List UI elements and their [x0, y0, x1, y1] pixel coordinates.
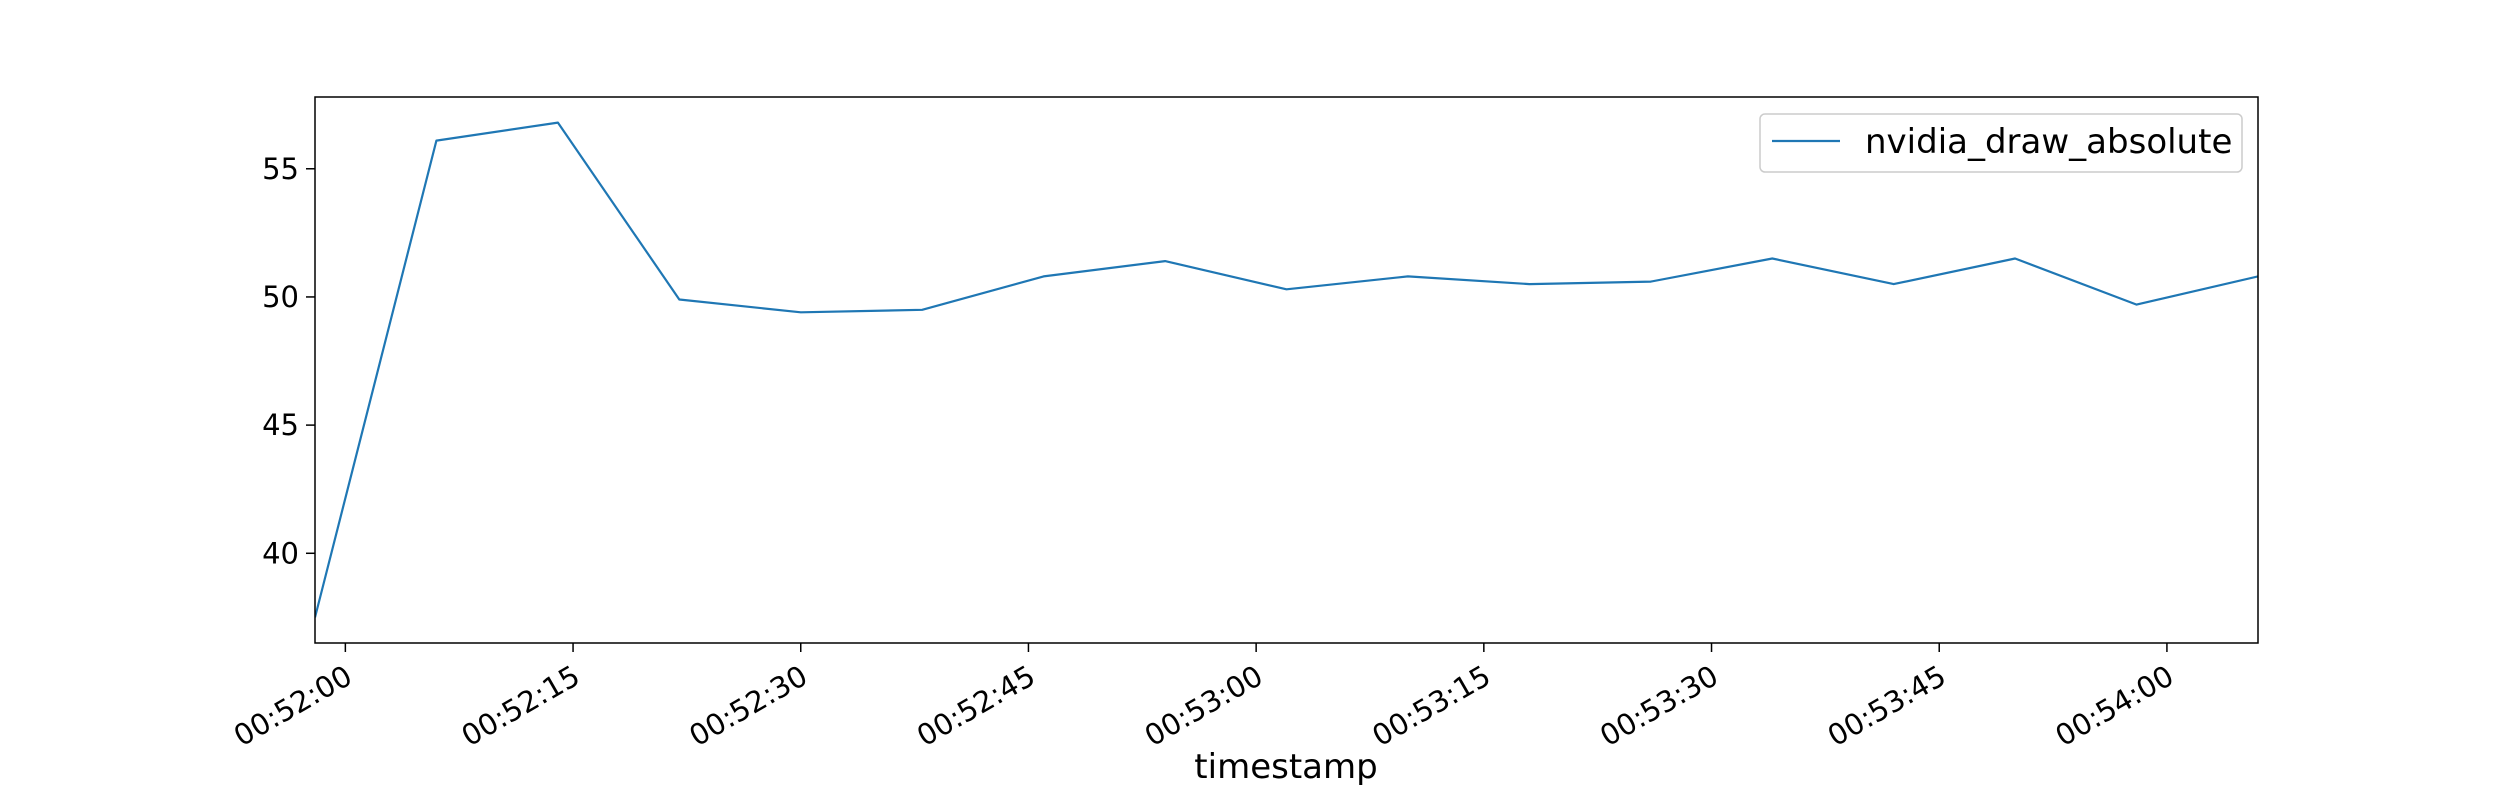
x-tick-label-00-54-00: 00:54:00	[2049, 658, 2179, 753]
legend-label-nvidia-draw-absolute: nvidia_draw_absolute	[1865, 122, 2232, 162]
x-tick-label-00-53-45: 00:53:45	[1822, 658, 1952, 753]
x-axis-label: timestamp	[1194, 747, 1377, 787]
x-tick-label-00-52-45: 00:52:45	[911, 658, 1041, 753]
y-tick-label-45: 45	[262, 408, 299, 442]
plot-frame	[314, 96, 2259, 644]
series-layer	[315, 121, 2258, 618]
x-tick-label-00-53-00: 00:53:00	[1139, 658, 1269, 753]
y-tick-label-40: 40	[262, 536, 299, 570]
y-tick-label-55: 55	[262, 152, 299, 186]
x-tick-label-00-52-15: 00:52:15	[456, 658, 586, 753]
legend-box	[1759, 113, 2243, 173]
y-axis: 40 45 50 55	[262, 152, 315, 570]
x-axis: 00:52:00 00:52:15 00:52:30 00:52:45 00:53:00…	[228, 643, 2179, 753]
legend: nvidia_draw_absolute	[1759, 113, 2243, 173]
x-tick-label-00-52-30: 00:52:30	[683, 658, 813, 753]
x-tick-label-00-52-00: 00:52:00	[228, 658, 358, 753]
x-tick-label-00-53-15: 00:53:15	[1366, 658, 1496, 753]
plot-area	[315, 97, 2258, 643]
x-tick-label-00-53-30: 00:53:30	[1594, 658, 1724, 753]
series-line-nvidia-draw-absolute	[315, 121, 2258, 618]
y-tick-label-50: 50	[262, 280, 299, 314]
